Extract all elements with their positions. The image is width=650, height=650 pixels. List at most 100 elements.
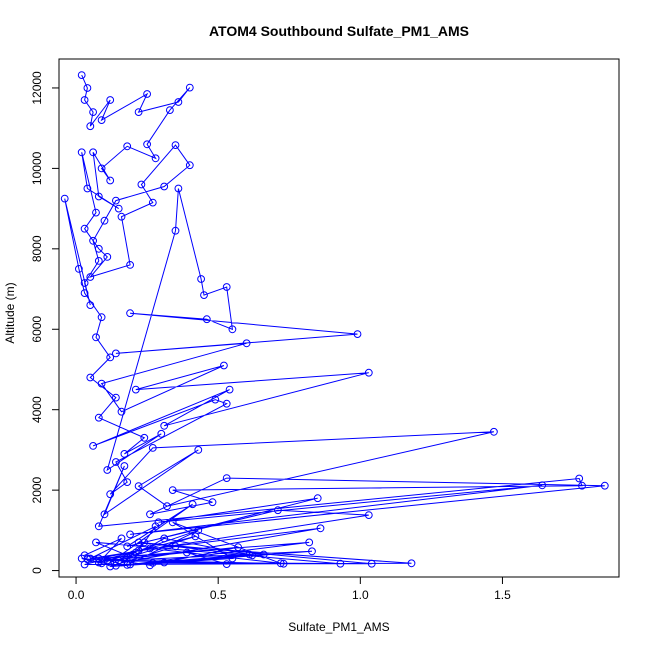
y-tick-label: 8000	[30, 235, 44, 262]
data-point	[151, 154, 160, 163]
data-point	[134, 538, 143, 547]
chart-title: ATOM4 Southbound Sulfate_PM1_AMS	[209, 23, 469, 39]
data-point	[174, 184, 183, 193]
data-point	[100, 510, 109, 519]
x-tick-label: 0.0	[68, 588, 85, 602]
data-point	[94, 522, 103, 531]
data-point	[89, 442, 97, 450]
data-point	[97, 164, 106, 173]
data-point	[197, 275, 206, 283]
data-point	[146, 561, 154, 570]
y-tick-label: 0	[30, 567, 44, 574]
y-axis-label: Altitude (m)	[3, 282, 17, 343]
data-point	[112, 349, 120, 358]
data-point	[112, 196, 120, 205]
data-point	[77, 71, 86, 79]
data-point	[146, 510, 154, 519]
series-line	[64, 74, 605, 567]
data-point	[103, 556, 112, 565]
data-point	[97, 379, 106, 388]
data-point	[89, 108, 97, 116]
data-point	[200, 291, 208, 300]
data-point	[578, 481, 586, 490]
x-tick-label: 1.0	[352, 588, 369, 602]
data-point	[575, 474, 584, 483]
plot-frame	[58, 58, 620, 578]
data-point	[163, 502, 171, 511]
data-point	[100, 216, 109, 225]
data-point	[92, 333, 100, 342]
data-point	[83, 84, 92, 92]
data-point	[97, 116, 106, 124]
data-point	[146, 544, 154, 553]
data-point	[140, 538, 149, 547]
data-point	[140, 433, 149, 442]
data-point	[160, 558, 169, 567]
data-point	[75, 265, 83, 273]
data-point	[80, 551, 89, 560]
data-point	[151, 522, 160, 531]
data-point	[117, 212, 126, 221]
data-point	[80, 224, 89, 233]
data-point	[157, 429, 166, 438]
data-point	[106, 96, 115, 104]
data-point	[80, 96, 89, 104]
data-point	[131, 548, 140, 557]
data-point	[234, 543, 243, 552]
data-point	[83, 184, 92, 193]
data-point	[308, 547, 316, 556]
data-point	[131, 385, 140, 394]
data-point	[117, 534, 126, 543]
data-point	[353, 330, 362, 339]
y-tick-label: 4000	[30, 396, 44, 423]
data-point	[160, 534, 169, 543]
data-point	[114, 204, 123, 213]
data-point	[86, 273, 95, 281]
data-point	[94, 257, 103, 265]
data-point	[171, 226, 180, 235]
data-point	[86, 301, 95, 310]
data-point	[305, 538, 314, 547]
data-point	[94, 413, 103, 422]
data-point	[364, 511, 373, 519]
data-point	[143, 140, 152, 149]
data-point	[89, 148, 97, 157]
data-point	[225, 385, 234, 394]
data-point	[92, 208, 100, 217]
data-point	[316, 524, 325, 533]
data-point	[279, 559, 288, 568]
data-point	[126, 261, 135, 269]
data-point	[94, 558, 103, 567]
data-point	[112, 393, 120, 402]
y-tick-label: 6000	[30, 316, 44, 343]
data-point	[538, 481, 547, 490]
data-point	[168, 486, 177, 495]
x-axis-label: Sulfate_PM1_AMS	[288, 620, 389, 634]
data-point	[160, 182, 169, 191]
data-point	[143, 90, 152, 98]
data-point	[103, 466, 112, 474]
data-point	[222, 283, 231, 291]
data-point	[97, 313, 106, 322]
data-point	[202, 315, 211, 324]
data-point	[336, 559, 345, 568]
data-point	[367, 559, 376, 568]
data-point	[407, 559, 416, 568]
data-point	[185, 161, 194, 170]
data-point	[228, 554, 237, 563]
data-point	[168, 518, 177, 527]
data-point	[86, 373, 95, 382]
y-tick-label: 10000	[30, 151, 44, 185]
data-point	[134, 482, 143, 491]
data-point	[220, 361, 228, 370]
data-series	[60, 71, 609, 571]
y-tick-label: 2000	[30, 476, 44, 503]
data-point	[134, 108, 143, 116]
data-point	[94, 192, 103, 201]
data-point	[222, 474, 231, 483]
data-point	[259, 550, 268, 559]
data-point	[126, 530, 135, 539]
data-point	[126, 560, 135, 569]
data-point	[120, 450, 129, 458]
